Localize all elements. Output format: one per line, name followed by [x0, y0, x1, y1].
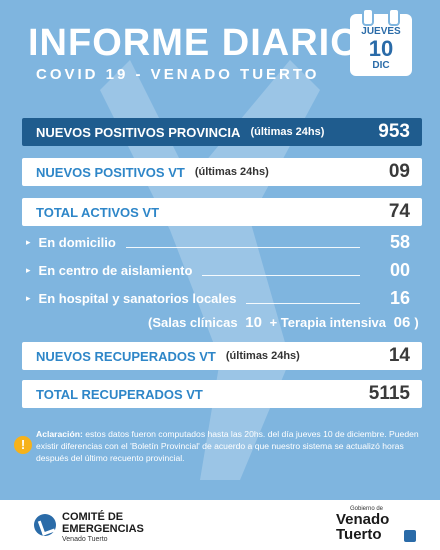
calendar-ring-left [362, 8, 374, 26]
venado-logo-line1: Venado [336, 511, 390, 528]
aclaracion-text: estos datos fueron computados hasta las … [36, 429, 419, 463]
row-nuevos-positivos-vt: NUEVOS POSITIVOS VT (últimas 24hs) 09 [22, 158, 422, 186]
venado-logo-line2: Tuerto [336, 526, 382, 543]
calendar-weekday: JUEVES [361, 26, 401, 37]
row-value: 14 [388, 345, 410, 366]
sub-row-label: En hospital y sanatorios locales [38, 290, 237, 306]
sub-row-label: En domicilio [38, 234, 116, 250]
header: INFORME DIARIO COVID 19 - VENADO TUERTO … [0, 0, 440, 110]
row-total-recuperados-vt: TOTAL RECUPERADOS VT 5115 [22, 380, 422, 408]
sub-row-value: 58 [389, 231, 410, 252]
bullet-icon: ▸ [26, 264, 31, 275]
comite-title-line1: COMITÉ DE [62, 511, 124, 523]
row-value: 74 [388, 201, 410, 222]
comite-subtitle: Venado Tuerto [62, 536, 108, 543]
page-title: INFORME DIARIO [28, 22, 361, 64]
row-nuevos-recuperados-vt: NUEVOS RECUPERADOS VT (últimas 24hs) 14 [22, 342, 422, 370]
calendar-month: DIC [372, 60, 390, 71]
row-note: (últimas 24hs) [250, 126, 325, 138]
salas-value: 10 [245, 314, 262, 331]
vt-badge-icon [404, 530, 416, 542]
terapia-value: 06 [393, 314, 411, 331]
comite-title-line2: EMERGENCIAS [62, 523, 144, 535]
comite-logo-icon [34, 514, 56, 536]
gobierno-label: Gobierno de [350, 506, 384, 512]
sub-row-value: 16 [389, 287, 410, 308]
salas-close: ) [414, 315, 419, 330]
terapia-label: + Terapia intensiva [269, 315, 387, 330]
salas-label: (Salas clínicas [148, 315, 238, 330]
divider [125, 237, 360, 248]
row-label: NUEVOS POSITIVOS VT [36, 164, 185, 180]
row-label: TOTAL RECUPERADOS VT [36, 386, 203, 402]
bullet-icon: ▸ [26, 292, 31, 303]
calendar-ring-right [388, 8, 400, 26]
sub-row-domicilio: ▸ En domicilio 58 [22, 230, 422, 254]
sub-row-value: 00 [389, 259, 410, 280]
row-value: 5115 [368, 383, 410, 404]
divider [246, 293, 360, 304]
row-value: 09 [388, 161, 410, 182]
sub-row-hospital: ▸ En hospital y sanatorios locales 16 [22, 286, 422, 310]
aclaracion-note: Aclaración: estos datos fueron computado… [36, 428, 420, 464]
salas-detail: (Salas clínicas 10 + Terapia intensiva 0… [148, 314, 419, 331]
bullet-icon: ▸ [26, 236, 31, 247]
row-note: (últimas 24hs) [225, 350, 300, 362]
row-note: (últimas 24hs) [194, 166, 269, 178]
calendar-day: 10 [368, 36, 394, 61]
row-total-activos-vt: TOTAL ACTIVOS VT 74 [22, 198, 422, 226]
venado-tuerto-logo: Venado Tuerto [336, 512, 389, 542]
row-value: 953 [378, 121, 410, 142]
divider [202, 265, 360, 276]
row-label: NUEVOS POSITIVOS PROVINCIA [36, 124, 241, 140]
aclaracion-title: Aclaración: [36, 429, 83, 439]
calendar-icon: JUEVES 10 DIC [350, 8, 412, 76]
row-label: NUEVOS RECUPERADOS VT [36, 348, 216, 364]
sub-row-aislamiento: ▸ En centro de aislamiento 00 [22, 258, 422, 282]
row-label: TOTAL ACTIVOS VT [36, 204, 160, 220]
comite-title: COMITÉ DE EMERGENCIAS [62, 511, 144, 535]
warning-icon: ! [14, 436, 32, 454]
row-nuevos-positivos-provincia: NUEVOS POSITIVOS PROVINCIA (últimas 24hs… [22, 118, 422, 146]
sub-row-label: En centro de aislamiento [38, 262, 193, 278]
page-subtitle: COVID 19 - VENADO TUERTO [36, 66, 320, 83]
footer: COMITÉ DE EMERGENCIAS Venado Tuerto Gobi… [0, 500, 440, 550]
